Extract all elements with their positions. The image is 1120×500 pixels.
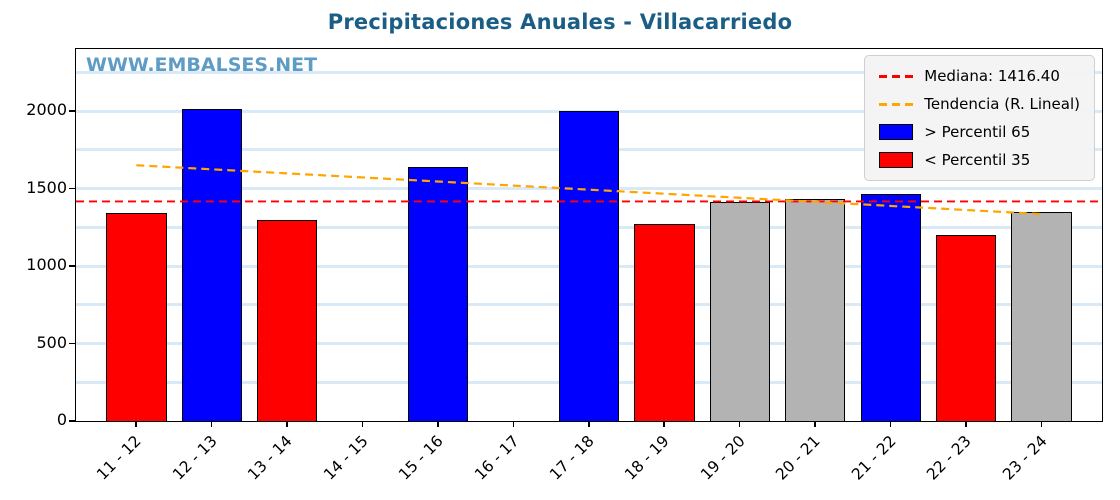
- x-tickmark: [965, 421, 967, 427]
- red-patch-sample: [879, 152, 914, 168]
- y-tick-label-1500: 1500: [26, 177, 67, 197]
- x-tick-label-16-17: 16 - 17: [470, 432, 523, 484]
- bar-22-23: [936, 235, 997, 421]
- x-tick-label-18-19: 18 - 19: [621, 432, 674, 484]
- x-tick-label-20-21: 20 - 21: [772, 432, 825, 484]
- x-tickmark: [361, 421, 364, 427]
- x-tickmark: [512, 421, 515, 427]
- y-tickmark: [69, 420, 75, 422]
- legend: Mediana: 1416.40 Tendencia (R. Lineal) >…: [864, 55, 1095, 181]
- x-tickmark: [286, 421, 288, 427]
- legend-p65-label: > Percentil 65: [924, 123, 1031, 141]
- chart-title: Precipitaciones Anuales - Villacarriedo: [327, 10, 793, 34]
- x-tick-label-12-13: 12 - 13: [168, 432, 221, 484]
- x-tick-label-17-18: 17 - 18: [546, 432, 598, 484]
- bar-15-16: [407, 166, 469, 421]
- bar-13-14: [257, 220, 318, 421]
- legend-trend-label: Tendencia (R. Lineal): [924, 95, 1080, 113]
- x-tickmark: [889, 421, 892, 427]
- x-tickmark: [135, 421, 137, 427]
- watermark: WWW.EMBALSES.NET: [86, 54, 318, 76]
- x-tickmark: [588, 421, 590, 427]
- legend-item-median: Mediana: 1416.40: [879, 67, 1080, 85]
- y-tickmark: [69, 110, 75, 112]
- trend-dash-sample: [879, 102, 914, 106]
- x-tick-label-22-23: 22 - 23: [923, 432, 975, 484]
- bar-11-12: [106, 213, 167, 421]
- reference-lines: [76, 164, 1102, 216]
- bar-21-22: [860, 193, 921, 421]
- trend-line: [136, 164, 1042, 216]
- bar-19-20: [709, 201, 771, 421]
- legend-item-trend: Tendencia (R. Lineal): [879, 95, 1080, 113]
- x-tick-label-13-14: 13 - 14: [244, 432, 296, 484]
- x-tick-label-15-16: 15 - 16: [395, 432, 447, 484]
- bar-17-18: [558, 111, 620, 421]
- legend-median-label: Mediana: 1416.40: [924, 67, 1060, 85]
- y-tick-label-0: 0: [56, 410, 67, 429]
- x-tick-label-14-15: 14 - 15: [319, 432, 372, 484]
- x-tick-label-19-20: 19 - 20: [697, 432, 749, 484]
- x-tickmark: [210, 421, 213, 427]
- bar-18-19: [634, 224, 695, 421]
- median-dash-sample: [879, 74, 914, 78]
- y-tickmark: [69, 342, 75, 344]
- blue-patch-sample: [879, 124, 914, 140]
- y-tickmark: [69, 187, 75, 189]
- legend-item-p35: < Percentil 35: [879, 151, 1080, 169]
- y-tick-label-2000: 2000: [26, 100, 67, 119]
- x-tickmark: [1040, 421, 1043, 427]
- x-tick-label-11-12: 11 - 12: [93, 432, 146, 484]
- y-tick-label-500: 500: [36, 332, 67, 352]
- x-tickmark: [663, 421, 665, 427]
- legend-item-p65: > Percentil 65: [879, 123, 1080, 141]
- x-tickmark: [814, 421, 816, 427]
- x-tick-label-23-24: 23 - 24: [998, 432, 1051, 484]
- x-tickmark: [437, 421, 439, 427]
- bar-20-21: [785, 199, 846, 421]
- gridline: [76, 70, 1102, 74]
- legend-p35-label: < Percentil 35: [924, 151, 1031, 169]
- bar-23-24: [1011, 211, 1072, 421]
- y-tick-label-1000: 1000: [26, 255, 67, 274]
- x-tick-label-21-22: 21 - 22: [847, 432, 900, 484]
- bar-12-13: [181, 109, 242, 421]
- x-tickmark: [738, 421, 741, 427]
- y-tickmark: [69, 265, 75, 267]
